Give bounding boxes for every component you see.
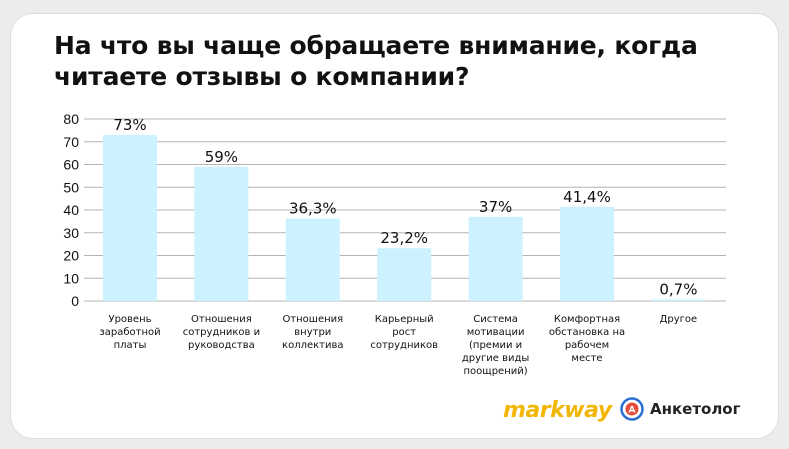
category-label: рабочем	[565, 340, 609, 351]
category-label: Уровень	[108, 314, 151, 325]
category-label: Карьерный	[375, 314, 434, 325]
y-tick-label: 40	[63, 202, 79, 218]
category-label: сотрудников и	[183, 327, 260, 338]
y-tick-label: 70	[63, 134, 79, 150]
data-label: 59%	[205, 148, 238, 166]
bar	[285, 218, 340, 301]
category-label: месте	[571, 353, 602, 364]
bar	[377, 248, 432, 301]
category-label: Отношения	[282, 314, 343, 325]
category-label: Система	[473, 314, 518, 325]
bar	[651, 299, 706, 301]
bar	[468, 216, 523, 301]
anketolog-icon: A	[620, 397, 644, 421]
category-label: мотивации	[467, 327, 525, 338]
data-label: 23,2%	[380, 229, 428, 247]
svg-text:A: A	[629, 406, 636, 416]
anketolog-label: Анкетолог	[650, 400, 741, 418]
category-label: обстановка на	[549, 327, 625, 338]
category-label: коллектива	[282, 340, 343, 351]
category-label: внутри	[294, 327, 331, 338]
category-label: сотрудников	[370, 340, 438, 351]
y-tick-label: 10	[63, 270, 79, 286]
y-tick-label: 50	[63, 179, 79, 195]
category-label: Комфортная	[554, 314, 620, 325]
bar	[194, 166, 249, 301]
data-label: 0,7%	[659, 280, 697, 298]
category-label: платы	[114, 340, 147, 351]
category-label: (премии и	[469, 340, 522, 351]
category-label: другие виды	[462, 353, 529, 364]
y-tick-label: 80	[63, 111, 79, 127]
data-label: 41,4%	[563, 188, 611, 206]
y-tick-label: 30	[63, 225, 79, 241]
y-tick-label: 60	[63, 157, 79, 173]
category-label: заработной	[99, 327, 160, 338]
category-label: Отношения	[191, 314, 252, 325]
category-label: рост	[392, 327, 416, 338]
data-label: 36,3%	[289, 199, 337, 217]
y-tick-label: 20	[63, 248, 79, 264]
category-label: поощрений)	[464, 366, 528, 377]
chart-title: На что вы чаще обращаете внимание, когда…	[54, 31, 698, 91]
category-label: руководства	[188, 340, 255, 351]
markway-logo: markway	[503, 398, 612, 423]
data-label: 73%	[113, 116, 146, 134]
bar	[560, 206, 614, 301]
bar	[103, 134, 157, 301]
y-tick-label: 0	[71, 293, 79, 309]
category-label: Другое	[660, 314, 698, 325]
data-label: 37%	[479, 198, 512, 216]
anketolog-logo: A Анкетолог	[620, 397, 740, 421]
